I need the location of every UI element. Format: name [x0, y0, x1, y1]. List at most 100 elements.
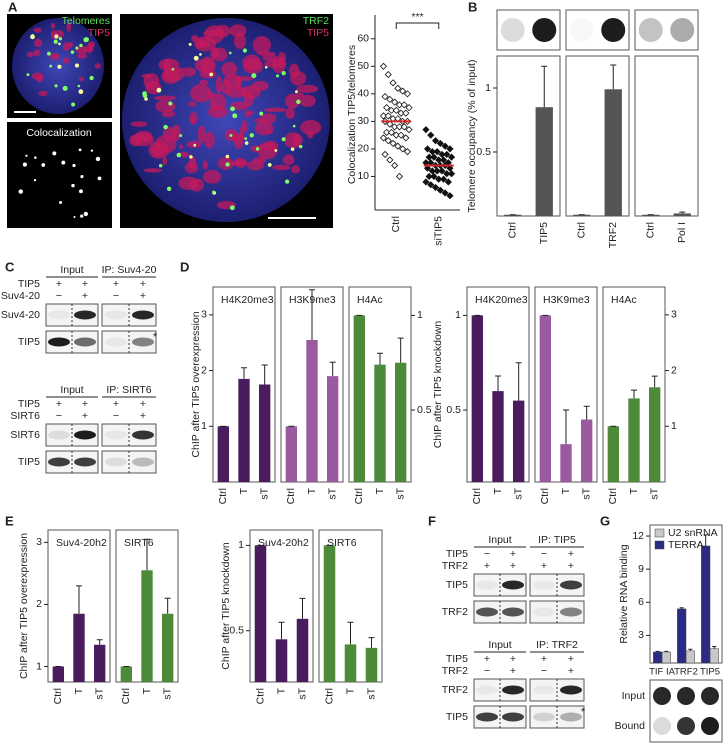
- data-point: [436, 139, 444, 147]
- error-bar: [76, 585, 82, 614]
- data-point: [402, 134, 410, 142]
- condition-sign: +: [510, 560, 516, 572]
- telomere-signal: [189, 155, 193, 159]
- tip5-signal: [67, 41, 74, 48]
- band-label: TIP5: [18, 336, 40, 348]
- y-tick-label: 6: [638, 596, 644, 608]
- blot-header: IP: SIRT6: [106, 384, 151, 396]
- error-bar: [144, 538, 150, 571]
- error-bar: [241, 367, 247, 379]
- tip5-signal: [252, 36, 271, 54]
- tip5-signal: [190, 84, 212, 103]
- y-tick-label: 0.5: [446, 404, 461, 416]
- tip5-signal: [202, 170, 222, 184]
- band: [502, 685, 524, 695]
- blot-header: Input: [488, 534, 511, 546]
- condition-label: TRF2: [442, 560, 468, 572]
- x-tick-label: sT: [648, 487, 660, 499]
- tip5-signal: [153, 95, 177, 101]
- tip5-signal: [163, 58, 171, 76]
- band: [476, 685, 498, 695]
- telomere-signal: [296, 99, 301, 105]
- tip5-signal: [272, 164, 291, 171]
- telomere-signal: [176, 152, 182, 158]
- condition-label: SIRT6: [10, 410, 40, 422]
- bar: [573, 214, 591, 216]
- dot-blot-spot: [601, 18, 626, 42]
- band-label: TRF2: [442, 606, 468, 618]
- y-tick-label: 0.5: [229, 625, 244, 637]
- data-point: [400, 123, 408, 131]
- data-point: [423, 164, 432, 172]
- data-point: [386, 156, 394, 164]
- bar: [504, 214, 522, 216]
- legend-label: U2 snRNA: [668, 527, 718, 539]
- data-point: [446, 145, 454, 153]
- x-tick-label: T: [141, 687, 153, 694]
- data-point: [391, 123, 399, 131]
- tip5-signal: [75, 45, 87, 54]
- data-point: [443, 150, 451, 158]
- band-note: *: [581, 706, 585, 718]
- band: [476, 712, 498, 722]
- condition-sign: −: [113, 290, 119, 302]
- error-bar: [712, 645, 717, 649]
- bar: [394, 362, 407, 482]
- data-point: [400, 101, 408, 109]
- tip5-signal: [282, 154, 295, 165]
- telomere-signal: [274, 149, 278, 152]
- tip5-signal: [197, 125, 206, 143]
- tip5-signal: [215, 24, 231, 38]
- band: [132, 310, 154, 320]
- panel-label: F: [428, 513, 436, 528]
- x-tick-label: T: [306, 487, 318, 494]
- telomere-signal: [46, 51, 51, 56]
- y-tick-label: 3: [36, 536, 42, 548]
- telomere-signal: [230, 106, 235, 112]
- panel-title: H4Ac: [611, 294, 637, 306]
- y-tick-label: 0.5: [417, 404, 432, 416]
- blot-header: Input: [60, 384, 83, 396]
- telomere-signal: [276, 74, 280, 78]
- tip5-signal: [296, 84, 319, 93]
- y-tick-label: 12: [632, 530, 644, 542]
- data-point: [399, 87, 407, 95]
- error-bar: [541, 65, 548, 108]
- data-point: [435, 175, 443, 183]
- condition-label: Suv4-20: [1, 290, 40, 302]
- bar: [560, 444, 572, 482]
- error-bar: [651, 375, 658, 388]
- colocalization-signal: [25, 154, 28, 157]
- tip5-signal: [206, 91, 214, 99]
- band: [48, 310, 70, 320]
- band: [502, 607, 524, 617]
- condition-sign: −: [56, 290, 62, 302]
- telomere-signal: [30, 34, 35, 40]
- bar: [673, 213, 691, 216]
- telomere-signal: [281, 71, 286, 76]
- telomere-signal: [232, 113, 238, 119]
- tip5-signal: [162, 157, 168, 166]
- bar: [217, 426, 230, 482]
- band-note: *: [153, 331, 157, 343]
- y-tick-label: 2: [671, 364, 677, 376]
- condition-label: TIP5: [18, 398, 40, 410]
- band: [132, 430, 154, 440]
- data-point: [384, 112, 392, 120]
- band-label: TIP5: [446, 579, 468, 591]
- data-point: [381, 93, 389, 101]
- data-point: [379, 134, 388, 142]
- error-bar: [347, 621, 354, 645]
- condition-sign: +: [82, 290, 88, 302]
- telomere-signal: [54, 34, 59, 39]
- condition-sign: +: [140, 398, 146, 410]
- x-tick-label: Ctrl: [285, 488, 297, 504]
- bar: [344, 644, 357, 682]
- colocalization-signal: [97, 176, 102, 181]
- x-tick-label: Ctrl: [507, 222, 519, 238]
- telomere-signal: [78, 89, 84, 95]
- band: [560, 607, 582, 617]
- x-tick-label: Ctrl: [353, 488, 365, 504]
- telomere-signal: [251, 73, 257, 79]
- condition-sign: +: [140, 278, 146, 290]
